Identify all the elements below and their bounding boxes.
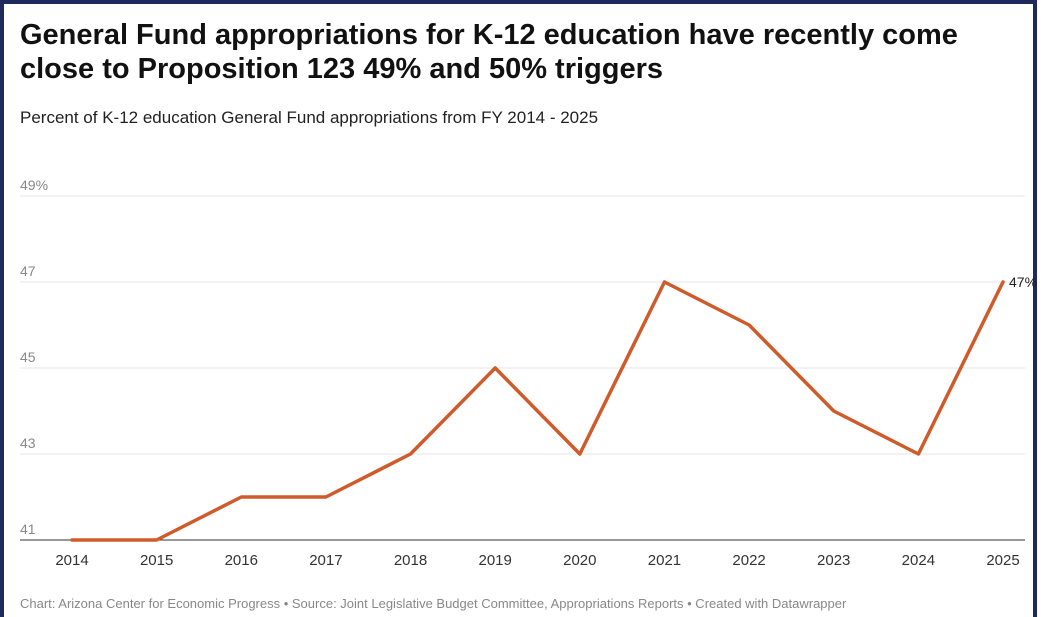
chart-title: General Fund appropriations for K-12 edu… (20, 19, 958, 85)
x-tick-label: 2024 (902, 552, 935, 569)
x-tick-label: 2015 (140, 552, 173, 569)
end-value-label: 47% (1009, 274, 1037, 290)
x-axis-tick-labels: 2014 2015 2016 2017 2018 2019 2020 2021 2022 2023… (55, 552, 1019, 569)
x-tick-label: 2020 (563, 552, 596, 569)
y-axis-tick-labels: 41 43 45 47 49% (20, 177, 48, 537)
x-tick-label: 2014 (55, 552, 88, 569)
y-tick-label: 41 (20, 521, 36, 537)
x-tick-label: 2018 (394, 552, 427, 569)
chart-subtitle: Percent of K-12 education General Fund a… (20, 108, 599, 127)
x-tick-label: 2019 (478, 552, 511, 569)
series-line (70, 280, 1005, 542)
line-chart: 41 43 45 47 49% 2014 2015 2016 2017 2018 2019 2020… (20, 177, 1037, 569)
chart-footer: Chart: Arizona Center for Economic Progr… (20, 596, 847, 611)
y-tick-label: 47 (20, 263, 36, 279)
x-tick-label: 2022 (732, 552, 765, 569)
x-tick-label: 2017 (309, 552, 342, 569)
x-tick-label: 2021 (648, 552, 681, 569)
x-tick-label: 2025 (986, 552, 1019, 569)
data-labels: 47% (1009, 274, 1037, 290)
y-tick-label: 45 (20, 349, 36, 365)
gridlines (20, 195, 1025, 541)
x-tick-label: 2016 (225, 552, 258, 569)
series-lines (70, 280, 1005, 542)
x-tick-label: 2023 (817, 552, 850, 569)
y-tick-label: 49% (20, 177, 48, 193)
y-tick-label: 43 (20, 435, 36, 451)
